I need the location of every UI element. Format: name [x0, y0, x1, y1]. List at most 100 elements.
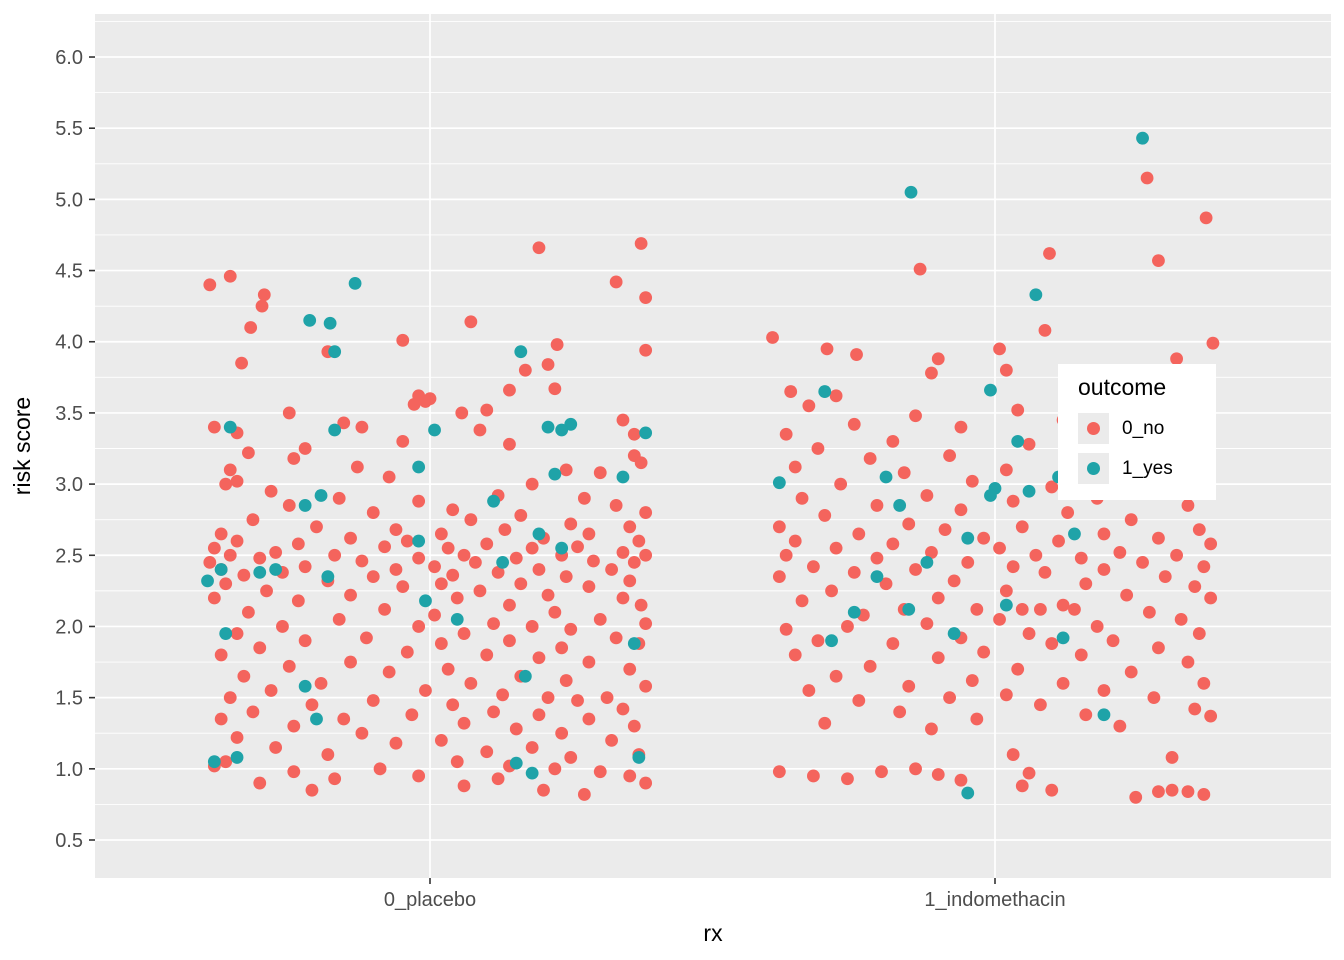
data-point [909, 762, 922, 776]
data-point [532, 651, 546, 665]
data-point [287, 452, 301, 465]
data-point [870, 551, 884, 565]
data-point [886, 637, 900, 650]
data-point [582, 580, 596, 593]
data-point [457, 716, 471, 730]
data-point [863, 452, 877, 465]
data-point [1158, 570, 1172, 584]
data-point [298, 679, 312, 693]
data-point [514, 345, 528, 359]
data-point [1192, 627, 1206, 640]
data-point [457, 548, 471, 562]
data-point [1029, 288, 1043, 302]
data-point [269, 741, 283, 754]
data-point [434, 527, 448, 541]
data-point [1113, 719, 1127, 733]
data-point [282, 406, 296, 420]
data-point [961, 786, 975, 800]
data-point [541, 691, 555, 705]
y-tick-label: 6.0 [55, 47, 83, 69]
data-point [582, 712, 596, 726]
data-point [1140, 171, 1154, 185]
y-tick-label: 2.0 [55, 616, 83, 638]
data-point [1136, 555, 1149, 569]
data-point [616, 470, 630, 484]
data-point [943, 691, 956, 705]
data-point [389, 523, 403, 537]
data-point [639, 291, 653, 305]
data-point [772, 765, 786, 779]
data-point [1152, 254, 1165, 267]
data-point [564, 622, 578, 636]
data-point [829, 389, 843, 403]
data-point [902, 517, 916, 531]
data-point [257, 288, 271, 302]
data-point [605, 563, 618, 576]
data-point [450, 612, 464, 626]
data-point [999, 688, 1013, 702]
data-point [875, 765, 888, 779]
data-point [207, 541, 221, 555]
data-point [378, 602, 391, 616]
data-point [999, 463, 1013, 477]
data-point [382, 470, 396, 484]
data-point [230, 627, 244, 640]
data-point [1074, 648, 1088, 662]
data-point [559, 570, 573, 584]
data-point [282, 499, 296, 512]
data-point [219, 477, 233, 491]
data-point [253, 565, 267, 579]
data-point [999, 363, 1013, 377]
legend-dot-0-no-icon [1087, 422, 1100, 435]
data-point [616, 546, 630, 559]
data-point [509, 722, 523, 736]
data-point [802, 684, 816, 697]
data-point [203, 278, 217, 292]
data-point [253, 776, 267, 790]
data-point [1006, 560, 1020, 574]
data-point [555, 423, 569, 437]
data-point [1061, 506, 1075, 519]
data-point [428, 608, 441, 622]
data-point [321, 748, 335, 761]
data-point [931, 651, 945, 665]
data-point [237, 568, 251, 582]
data-point [582, 655, 596, 669]
data-point [525, 620, 539, 633]
data-point [1045, 783, 1059, 797]
data-point [1022, 437, 1036, 451]
data-point [223, 463, 237, 477]
data-point [1034, 602, 1047, 616]
data-point [207, 591, 221, 605]
data-point [938, 523, 952, 537]
data-point [419, 594, 432, 608]
data-point [1206, 336, 1220, 350]
data-point [412, 460, 426, 474]
data-point [434, 577, 448, 591]
data-point [373, 762, 387, 776]
data-point [1192, 523, 1206, 537]
data-point [863, 659, 877, 673]
data-point [1097, 684, 1111, 697]
data-point [480, 403, 494, 417]
data-point [634, 237, 648, 250]
data-point [548, 762, 562, 776]
data-point [219, 627, 233, 640]
data-point [1011, 662, 1025, 676]
x-tick-label: 1_indomethacin [924, 889, 1065, 911]
data-point [893, 705, 907, 719]
y-tick-label: 1.0 [55, 759, 83, 781]
data-point [298, 560, 312, 574]
data-point [487, 494, 500, 508]
data-point [772, 476, 786, 490]
data-point [235, 356, 248, 370]
data-point [993, 612, 1006, 626]
data-point [811, 634, 825, 648]
data-point [1029, 548, 1043, 562]
data-point [532, 527, 546, 541]
data-point [503, 383, 516, 397]
data-point [818, 716, 832, 730]
data-point [943, 449, 956, 463]
legend-label: 1_yes [1122, 457, 1173, 479]
data-point [870, 570, 884, 584]
